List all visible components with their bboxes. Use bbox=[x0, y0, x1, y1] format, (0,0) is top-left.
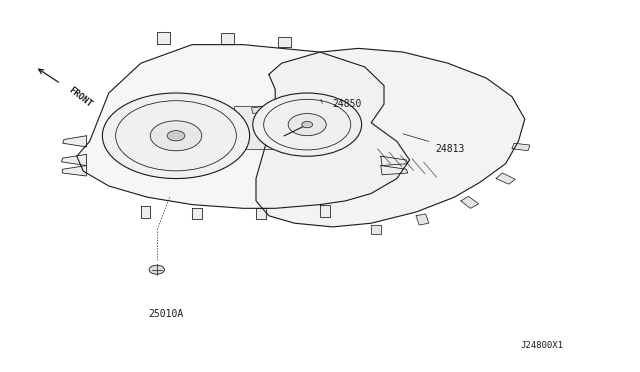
Text: FRONT: FRONT bbox=[67, 86, 94, 109]
Polygon shape bbox=[320, 205, 330, 217]
Circle shape bbox=[302, 121, 312, 128]
Polygon shape bbox=[62, 166, 86, 176]
Circle shape bbox=[253, 93, 362, 156]
Polygon shape bbox=[77, 45, 410, 208]
Text: J24800X1: J24800X1 bbox=[520, 341, 563, 350]
Polygon shape bbox=[252, 106, 269, 113]
Circle shape bbox=[102, 93, 250, 179]
Polygon shape bbox=[63, 136, 86, 147]
Polygon shape bbox=[192, 208, 202, 219]
Polygon shape bbox=[371, 225, 381, 234]
Polygon shape bbox=[381, 166, 408, 175]
Text: 25010A: 25010A bbox=[148, 309, 184, 319]
Polygon shape bbox=[61, 154, 86, 166]
Polygon shape bbox=[278, 37, 291, 46]
Polygon shape bbox=[461, 196, 479, 208]
Polygon shape bbox=[157, 32, 170, 44]
Circle shape bbox=[150, 121, 202, 151]
Polygon shape bbox=[221, 33, 234, 44]
Polygon shape bbox=[141, 206, 150, 218]
Text: 24850: 24850 bbox=[333, 99, 362, 109]
Polygon shape bbox=[512, 143, 530, 151]
Circle shape bbox=[149, 265, 164, 274]
Polygon shape bbox=[234, 106, 272, 149]
Polygon shape bbox=[416, 214, 429, 225]
Polygon shape bbox=[256, 208, 266, 219]
Circle shape bbox=[167, 131, 185, 141]
Polygon shape bbox=[256, 48, 525, 227]
Text: 24813: 24813 bbox=[435, 144, 465, 154]
Polygon shape bbox=[381, 156, 408, 166]
Circle shape bbox=[288, 113, 326, 136]
Polygon shape bbox=[496, 173, 515, 184]
